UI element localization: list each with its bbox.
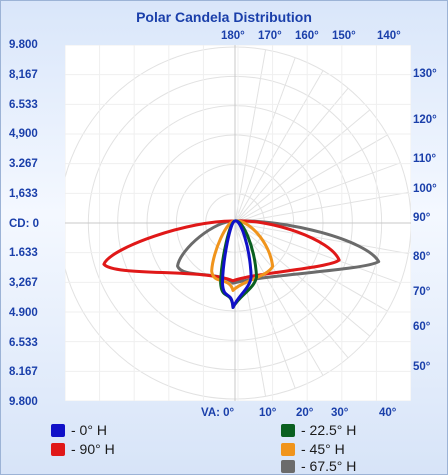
legend-label-67-5h: - 67.5° H: [301, 458, 357, 474]
legend-label-0h: - 0° H: [71, 422, 107, 438]
bottom-angle-label: 10°: [259, 407, 277, 419]
right-angle-label: 130°: [413, 68, 437, 80]
grid-radial: [234, 222, 409, 255]
legend-item-90h: - 90° H: [51, 441, 115, 457]
grid-radial: [234, 222, 371, 337]
grid-radial: [234, 222, 349, 359]
cd-tick-label: 6.533: [9, 98, 38, 111]
grid-radial: [234, 222, 324, 376]
legend-item-0h: - 0° H: [51, 422, 107, 438]
legend-swatch-45h: [281, 442, 295, 456]
legend-label-45h: - 45° H: [301, 441, 345, 457]
right-angle-label: 90°: [413, 212, 431, 224]
grid-radial: [234, 222, 267, 397]
top-angle-label: 160°: [295, 30, 319, 42]
legend-swatch-90h: [51, 442, 65, 456]
curve-90-h: [102, 219, 341, 283]
grid-radial: [234, 134, 388, 224]
grid-radial: [234, 70, 324, 224]
right-angle-label: 80°: [413, 251, 431, 263]
cd-tick-label: 4.900: [9, 306, 38, 319]
chart-title: Polar Candela Distribution: [136, 9, 312, 25]
grid-radial: [234, 109, 371, 224]
legend-label-90h: - 90° H: [71, 441, 115, 457]
cd-tick-label: 3,267: [9, 277, 38, 289]
grid-radial: [234, 87, 349, 224]
cd-tick-label: 3.267: [9, 158, 38, 170]
legend-swatch-22-5h: [281, 423, 295, 437]
cd-tick-label: 9.800: [9, 39, 38, 51]
polar-plot: [65, 45, 411, 401]
bottom-angle-label: 20°: [296, 407, 314, 419]
cd-tick-label: 8.167: [9, 366, 38, 379]
legend-swatch-67-5h: [281, 459, 295, 473]
cd-tick-label: 1.633: [9, 247, 38, 260]
top-angle-label: 150°: [332, 30, 356, 42]
grid-radial: [234, 49, 267, 224]
right-angle-label: 110°: [413, 153, 437, 165]
cd-tick-label: 9.800: [9, 396, 38, 408]
legend-item-67-5h: - 67.5° H: [281, 458, 356, 474]
curve-0-h: [220, 219, 253, 309]
bottom-angle-label: 30°: [331, 407, 349, 419]
legend-item-45h: - 45° H: [281, 441, 345, 457]
curve-45-h: [210, 219, 275, 292]
right-angle-label: 60°: [413, 321, 431, 333]
cd-tick-label: 4,900: [9, 128, 38, 141]
bottom-angle-label: VA: 0°: [201, 407, 235, 419]
legend-swatch-0h: [51, 423, 65, 437]
right-angle-label: 100°: [413, 183, 437, 195]
bottom-angle-label: 40°: [379, 407, 397, 419]
cd-tick-label: 1,633: [9, 187, 38, 200]
right-angle-label: 120°: [413, 114, 437, 126]
cd-tick-label: CD: 0: [9, 217, 40, 230]
top-angle-label: 170°: [258, 30, 282, 42]
cd-tick-label: 8,167: [9, 68, 38, 81]
legend-item-22-5h: - 22.5° H: [281, 422, 356, 438]
cd-tick-label: 6.533: [9, 336, 38, 349]
grid-radial: [234, 191, 409, 224]
top-angle-label: 140°: [377, 30, 401, 42]
legend-label-22-5h: - 22.5° H: [301, 422, 357, 438]
grid-radial: [234, 57, 296, 224]
grid-radial: [234, 222, 296, 389]
top-angle-label: 180°: [221, 30, 245, 42]
right-angle-label: 70°: [413, 286, 431, 298]
right-angle-label: 50°: [413, 361, 431, 373]
